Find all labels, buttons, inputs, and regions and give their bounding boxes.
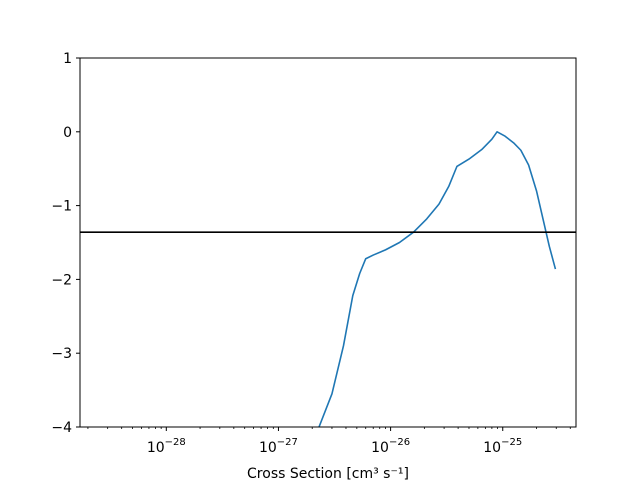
data-series-line: [318, 131, 557, 427]
x-tick-label: 10−26: [371, 437, 410, 456]
y-tick-label: −3: [51, 346, 72, 362]
y-tick-label: −4: [51, 420, 72, 436]
x-tick-label: 10−25: [483, 437, 522, 456]
series-layer: [80, 131, 576, 427]
x-tick-label: 10−28: [147, 437, 186, 456]
y-tick-label: 1: [63, 51, 72, 67]
ticks-layer: 1 0 −1 −2 −3 −4 10−28 10−27 10−26 10−25: [51, 51, 571, 456]
y-tick-label: −2: [51, 272, 72, 288]
y-tick-label: 0: [63, 125, 72, 141]
plot-frame: [79, 57, 577, 428]
x-tick-label: 10−27: [259, 437, 298, 456]
x-axis-label: Cross Section [cm³ s⁻¹]: [247, 466, 409, 480]
y-tick-label: −1: [51, 199, 72, 215]
